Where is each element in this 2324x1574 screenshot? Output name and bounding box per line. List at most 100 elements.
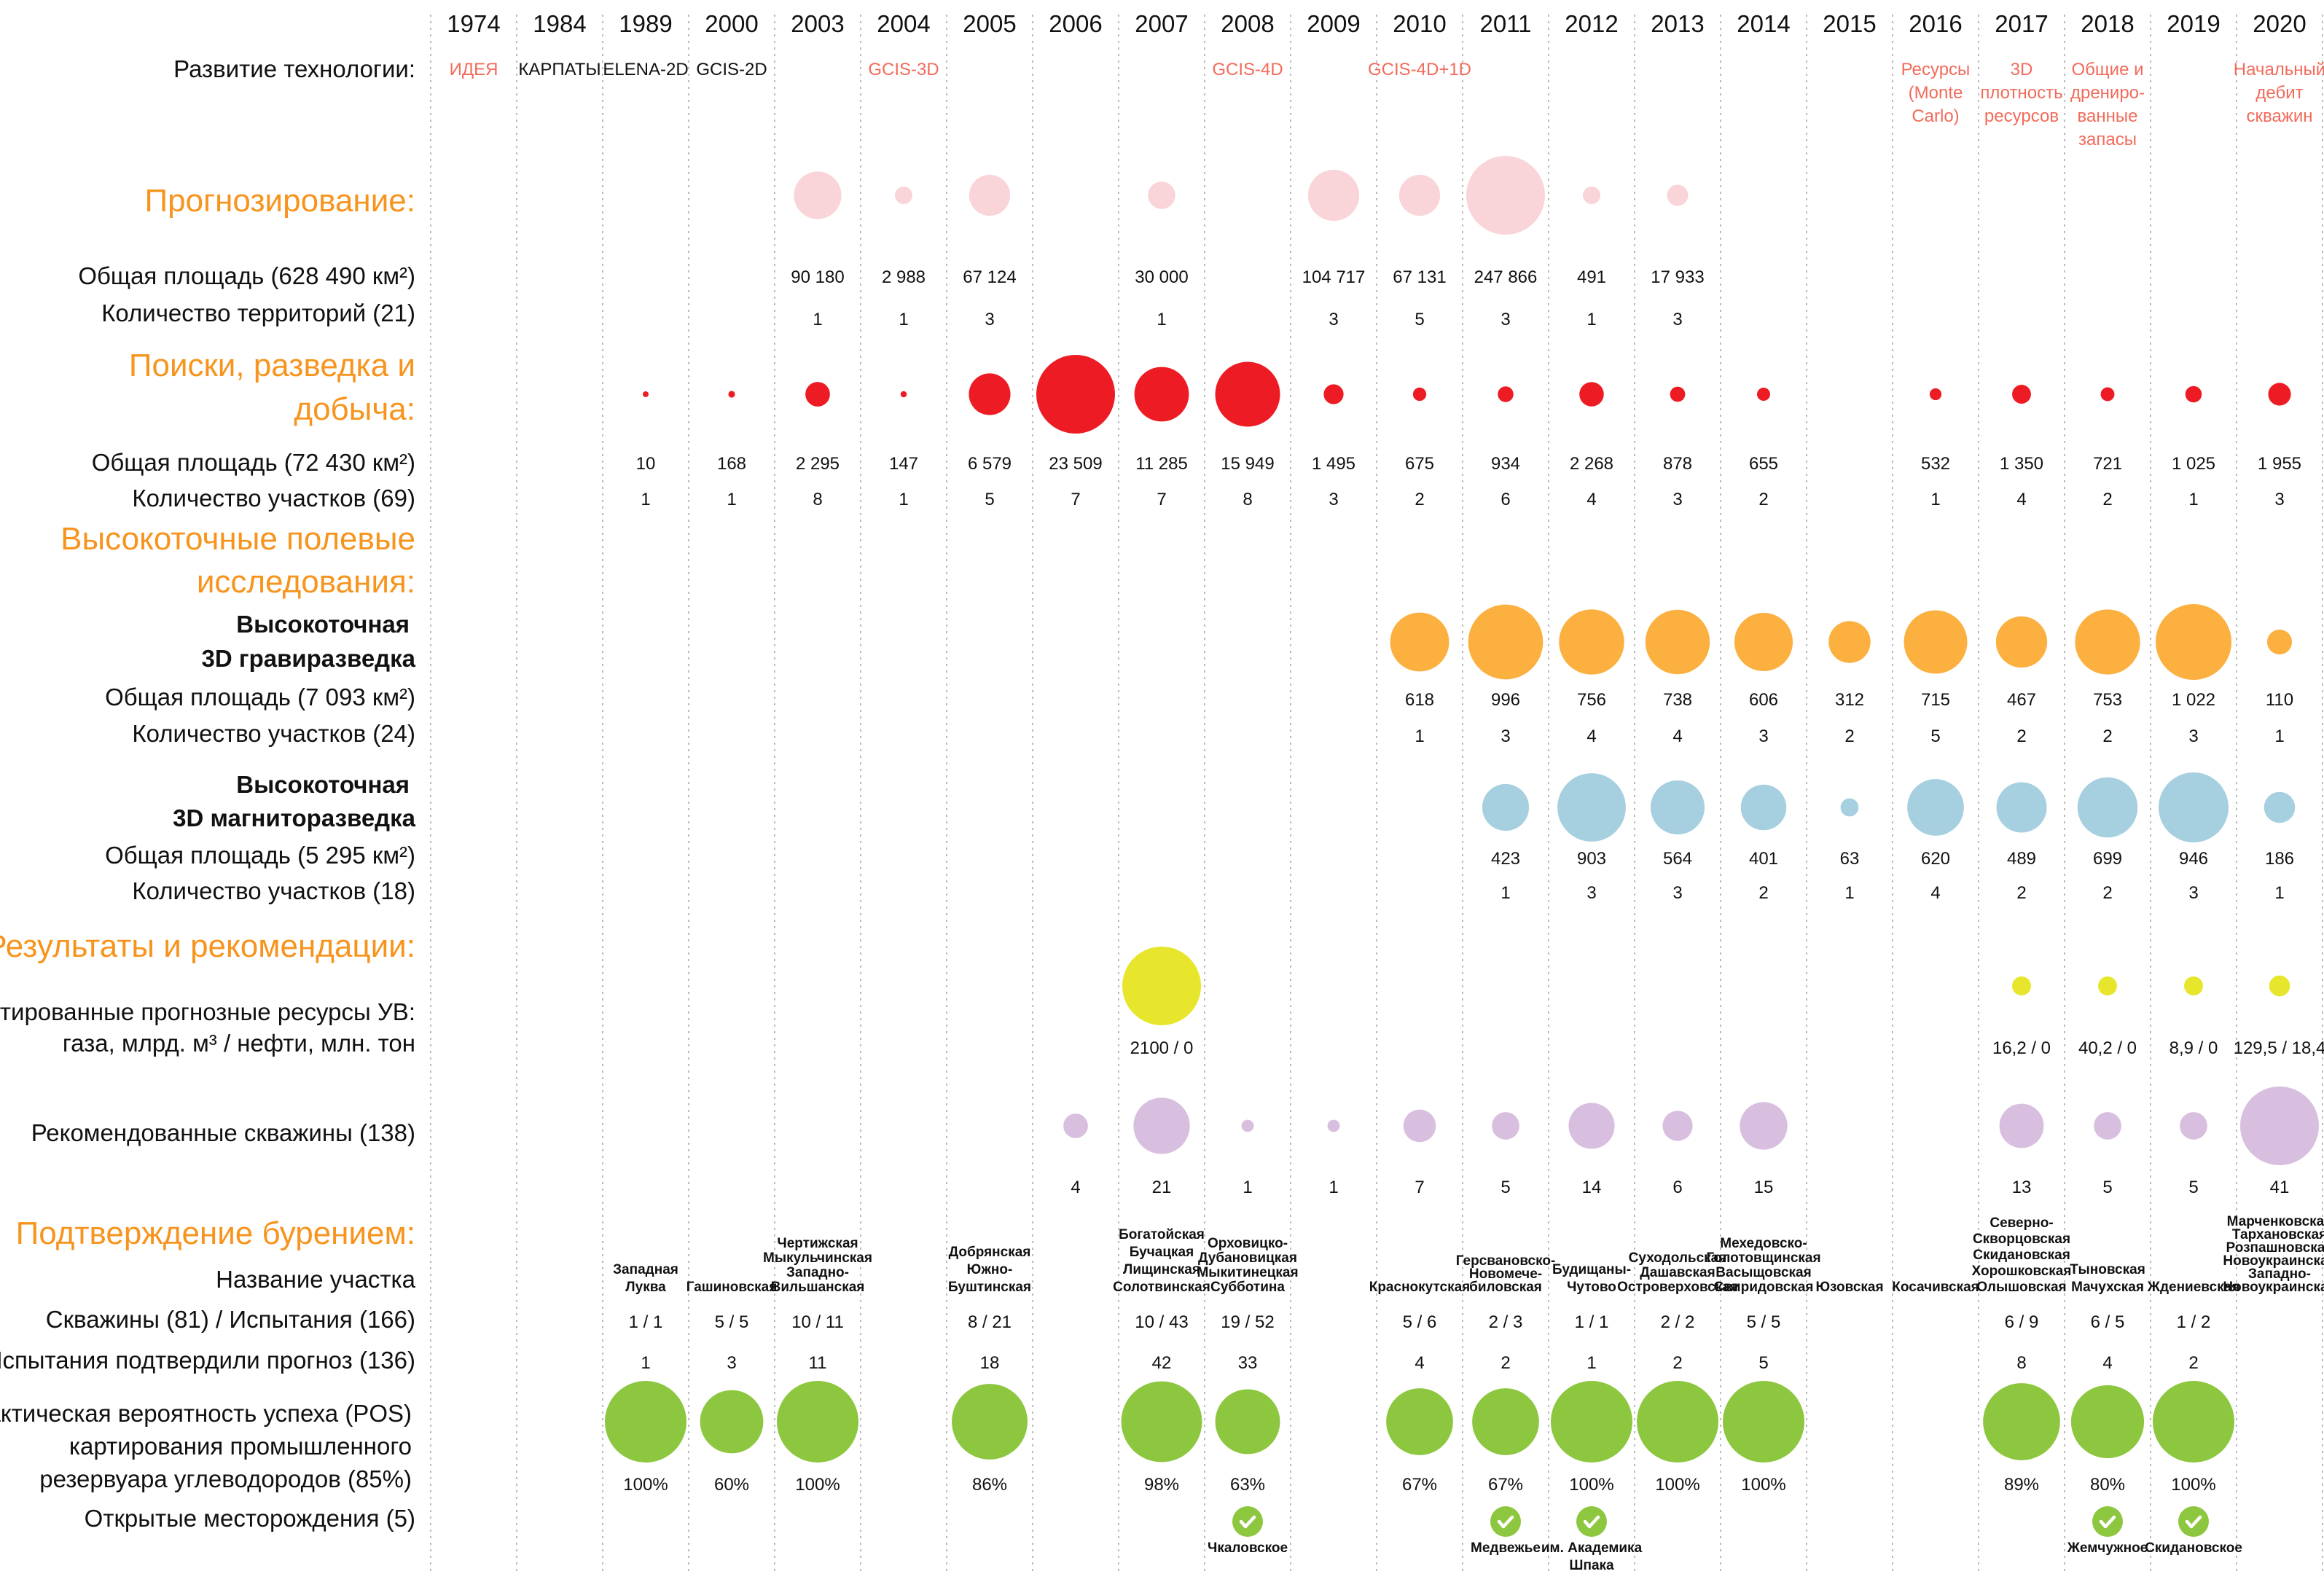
confirmed-value: 2	[2188, 1353, 2198, 1373]
tech-label: Ресурсы	[1901, 60, 1971, 79]
check-mark	[1583, 1515, 1600, 1529]
gravity-count-value: 3	[2188, 727, 2198, 746]
forecast-area-value: 90 180	[791, 267, 844, 287]
pos-value: 63%	[1230, 1475, 1265, 1495]
magnetic-count-value: 4	[1930, 883, 1940, 903]
pos-value: 100%	[1741, 1475, 1785, 1495]
gravity-area-value: 606	[1749, 690, 1778, 710]
pos-bubble	[1121, 1381, 1202, 1463]
magnetic-count-value: 2	[2016, 883, 2026, 903]
gravity-area-value: 996	[1491, 690, 1520, 710]
exploration-bubble	[728, 391, 735, 398]
exploration-area-value: 721	[2093, 454, 2122, 474]
exploration-count-value: 1	[641, 490, 650, 509]
tech-label: дебит	[2255, 83, 2303, 103]
forecast-area-value: 17 933	[1651, 267, 1704, 287]
gravity-bubble	[1904, 610, 1968, 674]
gravity-area-value: 618	[1405, 690, 1434, 710]
magnetic-count-value: 1	[1844, 883, 1854, 903]
exploration-area-value: 11 285	[1135, 454, 1188, 474]
site-name: Луква	[625, 1280, 666, 1295]
section-heading-exploration: добыча:	[294, 391, 415, 427]
confirmed-value: 33	[1238, 1353, 1258, 1373]
site-name: Мехедовско-	[1720, 1236, 1807, 1251]
site-name: Хорошковская	[1972, 1264, 2072, 1279]
wells-bubble	[1662, 1111, 1693, 1141]
year-label: 2013	[1651, 10, 1704, 37]
magnetic-count-value: 3	[2188, 883, 2198, 903]
exploration-count-value: 3	[2274, 490, 2284, 509]
check-icon	[1576, 1506, 1607, 1537]
forecast-count-value: 3	[1329, 310, 1338, 329]
tech-label: 3D	[2011, 60, 2033, 79]
magnetic-count-value: 3	[1672, 883, 1682, 903]
wells-value: 15	[1754, 1178, 1774, 1197]
magnetic-area-value: 564	[1663, 849, 1692, 869]
exploration-count-value: 2	[1415, 490, 1424, 509]
exploration-bubble	[969, 373, 1011, 415]
site-name: Чутово	[1567, 1280, 1616, 1295]
site-name: Олышовская	[1976, 1280, 2066, 1295]
forecast-count-value: 1	[1157, 310, 1166, 329]
magnetic-area-value: 423	[1491, 849, 1520, 869]
field-name: Скидановское	[2145, 1540, 2242, 1556]
pos-bubble	[2070, 1385, 2145, 1459]
gravity-bubble	[1995, 616, 2048, 668]
exploration-count-value: 2	[2102, 490, 2112, 509]
tech-label: Общие и	[2072, 60, 2144, 79]
pos-value: 67%	[1488, 1475, 1523, 1495]
forecast-area-value: 491	[1577, 267, 1606, 287]
gravity-title: Высокоточная	[236, 611, 410, 638]
forecast-count-value: 1	[1586, 310, 1596, 329]
resources-bubble	[2012, 976, 2031, 995]
pos-bubble	[700, 1390, 764, 1454]
forecast-area-value: 247 866	[1474, 267, 1538, 287]
forecast-bubble	[1307, 169, 1360, 222]
magnetic-area-value: 186	[2265, 849, 2294, 869]
site-name: Субботина	[1210, 1280, 1285, 1295]
exploration-area-value: 1 955	[2258, 454, 2301, 474]
site-name: Скворцовская	[1973, 1232, 2070, 1247]
wells-value: 21	[1152, 1178, 1172, 1197]
magnetic-count-value: 1	[2274, 883, 2284, 903]
magnetic-title: 3D магниторазведка	[173, 804, 416, 831]
exploration-count-label: Количество участков (69)	[132, 485, 415, 512]
wells-value: 13	[2012, 1178, 2032, 1197]
forecast-count-value: 5	[1415, 310, 1424, 329]
pos-value: 67%	[1402, 1475, 1437, 1495]
year-label: 2020	[2253, 10, 2306, 37]
magnetic-count-value: 1	[1501, 883, 1510, 903]
magnetic-title: Высокоточная	[236, 771, 410, 798]
wells-bubble	[1133, 1097, 1190, 1154]
resources-value: 40,2 / 0	[2078, 1038, 2137, 1058]
exploration-count-value: 1	[1930, 490, 1940, 509]
pos-label: картирования промышленного	[69, 1433, 412, 1460]
exploration-count-value: 1	[899, 490, 908, 509]
exploration-count-value: 3	[1672, 490, 1682, 509]
exploration-bubble	[1323, 384, 1344, 404]
magnetic-area-value: 946	[2179, 849, 2208, 869]
wells-value: 1	[1243, 1178, 1252, 1197]
forecast-area-value: 30 000	[1135, 267, 1188, 287]
tech-label: плотность	[1980, 83, 2062, 103]
exploration-area-value: 1 350	[2000, 454, 2043, 474]
magnetic-bubble	[2159, 772, 2229, 842]
pos-value: 89%	[2004, 1475, 2039, 1495]
exploration-bubble	[1134, 367, 1189, 422]
confirmed-value: 11	[809, 1353, 827, 1373]
exploration-count-value: 8	[1243, 490, 1252, 509]
wells-value: 5	[2102, 1178, 2112, 1197]
year-label: 2015	[1823, 10, 1876, 37]
year-label: 2019	[2167, 10, 2220, 37]
magnetic-bubble	[1557, 773, 1626, 842]
forecast-bubble	[969, 174, 1011, 216]
site-name: Дашавская	[1640, 1265, 1715, 1280]
gravity-bubble	[1468, 604, 1544, 680]
gravity-bubble	[1734, 612, 1793, 672]
forecast-area-value: 67 124	[963, 267, 1016, 287]
field-name: Жемчужное	[2067, 1540, 2148, 1556]
section-heading-field-studies: Высокоточные полевые	[60, 521, 415, 557]
gravity-bubble	[1559, 609, 1624, 675]
gravity-area-value: 715	[1921, 690, 1950, 710]
forecast-bubble	[794, 171, 842, 219]
